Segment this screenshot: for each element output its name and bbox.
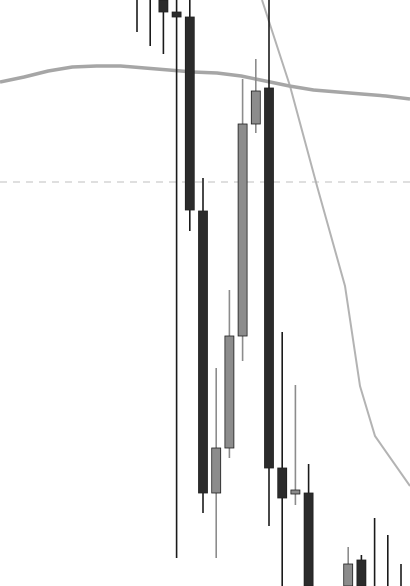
bearish-candle-body — [304, 493, 313, 586]
bullish-candle-body — [225, 336, 234, 448]
trend-line — [262, 0, 410, 486]
bearish-candle-body — [278, 468, 287, 498]
candle — [172, 0, 181, 558]
candle — [199, 178, 208, 513]
candle — [251, 59, 260, 133]
bullish-candle-body — [238, 124, 247, 336]
bearish-candle-body — [357, 560, 366, 586]
bearish-candle-body — [199, 211, 208, 493]
candles-group — [137, 0, 401, 586]
bearish-candle-body — [265, 88, 274, 468]
bearish-candle-body — [185, 17, 194, 210]
candle — [212, 368, 221, 558]
candle — [265, 0, 274, 526]
candle — [225, 290, 234, 458]
candle — [357, 555, 366, 586]
candle — [278, 332, 287, 586]
candle — [159, 0, 168, 54]
bullish-candle-body — [344, 564, 353, 586]
candle — [238, 79, 247, 361]
bullish-candle-body — [291, 490, 300, 494]
bullish-candle-body — [251, 91, 260, 124]
candle — [185, 0, 194, 231]
bearish-candle-body — [159, 0, 168, 12]
candle — [291, 385, 300, 505]
bearish-candle-body — [172, 12, 181, 17]
moving-average-line — [0, 66, 410, 99]
bullish-candle-body — [212, 448, 221, 493]
candle — [304, 464, 313, 586]
candle — [344, 547, 353, 586]
